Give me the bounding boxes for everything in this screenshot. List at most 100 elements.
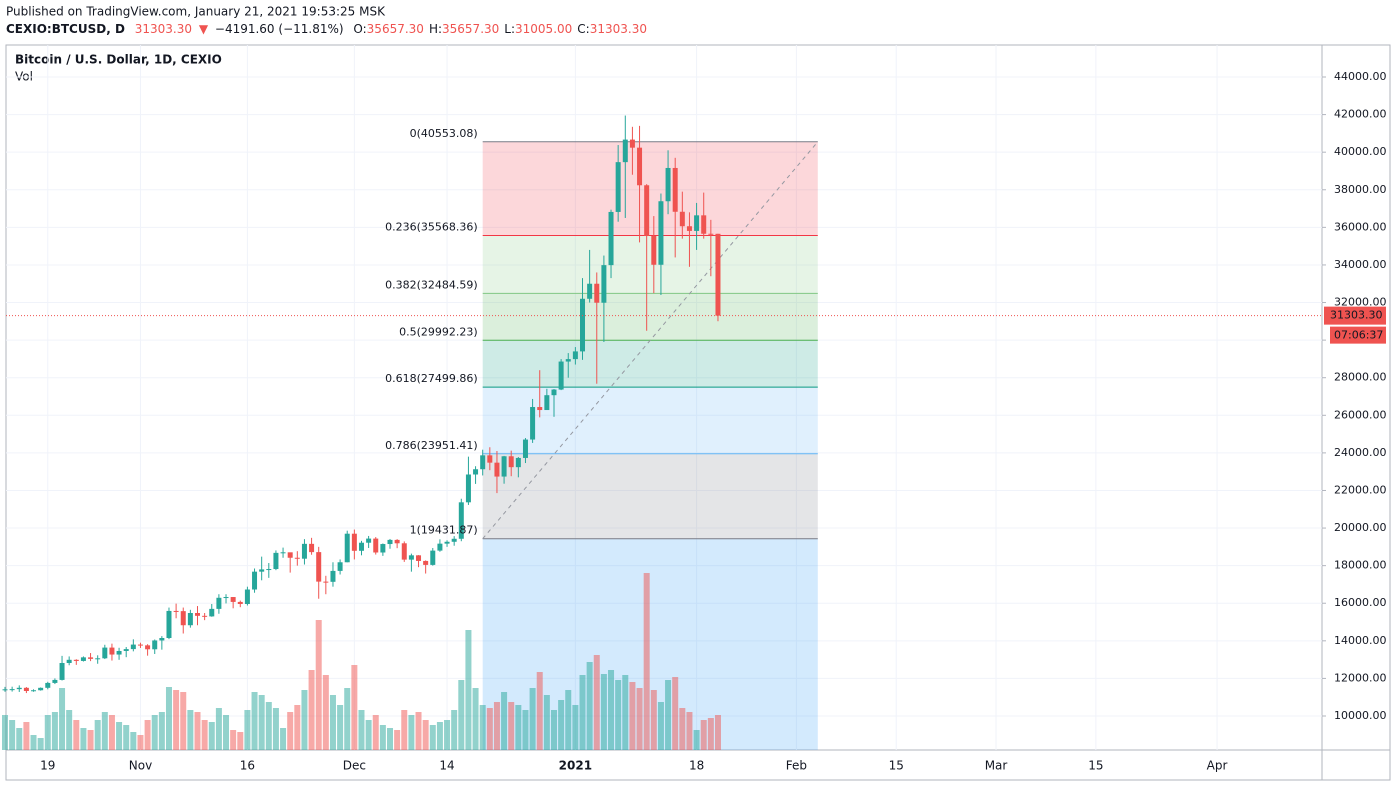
volume-bar bbox=[372, 715, 379, 750]
volume-bar bbox=[151, 715, 158, 750]
fib-zone bbox=[482, 340, 818, 388]
candle-body bbox=[530, 407, 536, 440]
y-tick-label: 44000.00 bbox=[1334, 70, 1387, 83]
candle-body bbox=[216, 597, 222, 609]
volume-bar bbox=[344, 688, 351, 750]
candle-body bbox=[629, 139, 635, 148]
volume-bar bbox=[9, 720, 16, 750]
candle-body bbox=[73, 659, 79, 661]
fib-zone bbox=[482, 453, 818, 539]
arrow: ▼ bbox=[199, 22, 209, 36]
fib-label: 0.5(29992.23) bbox=[399, 325, 478, 338]
candle-body bbox=[31, 690, 37, 692]
candle-body bbox=[152, 640, 158, 650]
volume-bar bbox=[223, 715, 230, 750]
volume-bar bbox=[501, 692, 508, 750]
countdown-label: 07:06:37 bbox=[1334, 329, 1383, 342]
candle-body bbox=[679, 211, 685, 227]
y-tick-label: 40000.00 bbox=[1334, 145, 1387, 158]
fib-label: 0.618(27499.86) bbox=[385, 372, 478, 385]
volume-bar bbox=[550, 710, 557, 750]
volume-bar bbox=[137, 735, 144, 750]
candle-body bbox=[558, 361, 564, 390]
volume-bar bbox=[479, 705, 486, 750]
volume-bar bbox=[101, 712, 108, 750]
y-tick-label: 22000.00 bbox=[1334, 483, 1387, 496]
volume-bar bbox=[643, 573, 650, 750]
candle-body bbox=[301, 543, 307, 559]
volume-bar bbox=[230, 730, 237, 750]
candle-body bbox=[159, 638, 165, 641]
y-tick-label: 32000.00 bbox=[1334, 296, 1387, 309]
candle-body bbox=[401, 543, 407, 560]
volume-bar bbox=[165, 687, 172, 750]
candle-body bbox=[708, 233, 714, 235]
candle-body bbox=[637, 147, 643, 186]
candle-body bbox=[244, 589, 250, 604]
candle-body bbox=[23, 687, 29, 692]
candle-body bbox=[672, 167, 678, 212]
volume-bar bbox=[408, 715, 415, 750]
volume-bar bbox=[565, 690, 572, 750]
candle-body bbox=[694, 215, 700, 231]
volume-bar bbox=[515, 705, 522, 750]
candle-body bbox=[544, 395, 550, 411]
candle-body bbox=[351, 533, 357, 551]
candle-body bbox=[487, 455, 493, 463]
candle-body bbox=[665, 167, 671, 202]
volume-bar bbox=[493, 702, 500, 750]
y-tick-label: 28000.00 bbox=[1334, 371, 1387, 384]
candle-body bbox=[102, 647, 108, 659]
volume-bar bbox=[201, 720, 208, 750]
candle-body bbox=[66, 659, 72, 664]
volume-bar bbox=[116, 722, 123, 750]
candle-body bbox=[337, 562, 343, 571]
fib-zone bbox=[482, 141, 818, 236]
volume-bar bbox=[16, 728, 23, 750]
volume-bar bbox=[351, 665, 358, 750]
volume-bar bbox=[422, 720, 429, 750]
candle-body bbox=[130, 644, 136, 650]
candle-body bbox=[273, 552, 279, 570]
volume-bar bbox=[707, 718, 714, 750]
candle-body bbox=[9, 689, 15, 691]
x-tick-label: 19 bbox=[40, 759, 55, 773]
candle-body bbox=[323, 581, 329, 583]
candle-body bbox=[88, 657, 94, 659]
ohlc-value: 31005.00 bbox=[515, 22, 572, 36]
volume-bar bbox=[287, 712, 294, 750]
x-tick-label: Dec bbox=[343, 759, 366, 773]
candle-body bbox=[2, 689, 8, 691]
candle-body bbox=[38, 687, 44, 691]
volume-bar bbox=[130, 732, 137, 750]
candle-body bbox=[594, 283, 600, 303]
volume-bar bbox=[401, 710, 408, 750]
volume-bar bbox=[258, 695, 265, 750]
fib-label: 1(19431.87) bbox=[410, 524, 478, 537]
candle-body bbox=[565, 359, 571, 362]
x-tick-label: Feb bbox=[786, 759, 807, 773]
volume-bar bbox=[280, 728, 287, 750]
volume-bar bbox=[665, 680, 672, 750]
candle-body bbox=[572, 351, 578, 360]
candle-body bbox=[116, 650, 122, 655]
volume-bar bbox=[693, 730, 700, 750]
candle-body bbox=[330, 570, 336, 582]
candle-body bbox=[587, 283, 593, 299]
candle-body bbox=[515, 457, 521, 468]
volume-bar bbox=[301, 690, 308, 750]
volume-bar bbox=[636, 688, 643, 750]
fib-label: 0.236(35568.36) bbox=[385, 220, 478, 233]
volume-bar bbox=[600, 674, 607, 750]
ohlc-value: 35657.30 bbox=[442, 22, 499, 36]
volume-bar bbox=[365, 720, 372, 750]
candle-body bbox=[537, 407, 543, 411]
volume-bar bbox=[465, 630, 472, 750]
volume-bar bbox=[265, 702, 272, 750]
volume-label: Vol bbox=[15, 70, 33, 84]
volume-bar bbox=[451, 710, 458, 750]
volume-bar bbox=[714, 715, 721, 750]
volume-bar bbox=[508, 702, 515, 750]
candle-body bbox=[644, 185, 650, 237]
